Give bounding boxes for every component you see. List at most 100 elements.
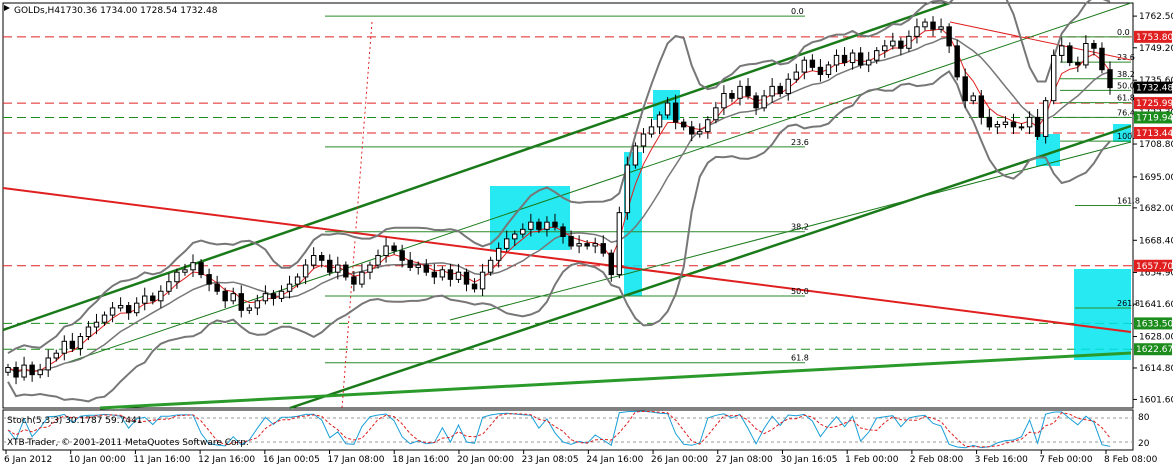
- candle[interactable]: [890, 32, 896, 50]
- candle[interactable]: [705, 116, 711, 139]
- candle[interactable]: [294, 273, 301, 288]
- candle[interactable]: [367, 261, 373, 280]
- candle[interactable]: [479, 263, 486, 297]
- candle[interactable]: [552, 213, 558, 231]
- candle[interactable]: [632, 142, 639, 169]
- candle[interactable]: [278, 285, 285, 302]
- candle[interactable]: [77, 332, 84, 356]
- candle[interactable]: [375, 249, 381, 269]
- candle[interactable]: [53, 349, 59, 362]
- candle[interactable]: [101, 311, 108, 326]
- candle[interactable]: [648, 118, 655, 138]
- candle[interactable]: [938, 18, 944, 33]
- candle[interactable]: [898, 37, 904, 56]
- candle[interactable]: [809, 54, 816, 71]
- candle[interactable]: [512, 230, 518, 246]
- candle[interactable]: [133, 297, 140, 317]
- candle[interactable]: [793, 63, 800, 83]
- candle[interactable]: [801, 56, 808, 80]
- candle[interactable]: [528, 213, 534, 237]
- candle[interactable]: [954, 39, 960, 81]
- candle[interactable]: [672, 94, 679, 130]
- candle[interactable]: [689, 120, 695, 142]
- candle[interactable]: [560, 223, 566, 244]
- candle[interactable]: [1067, 42, 1073, 67]
- candle[interactable]: [85, 321, 92, 341]
- candle[interactable]: [624, 156, 631, 220]
- candle[interactable]: [399, 244, 405, 268]
- candle[interactable]: [1050, 49, 1057, 105]
- candle[interactable]: [520, 223, 526, 238]
- candle[interactable]: [1059, 37, 1065, 63]
- candle[interactable]: [407, 251, 413, 272]
- candle[interactable]: [254, 294, 261, 316]
- candle[interactable]: [125, 301, 132, 320]
- candle[interactable]: [142, 287, 148, 311]
- candle[interactable]: [198, 259, 204, 279]
- candle[interactable]: [423, 259, 429, 276]
- candle[interactable]: [13, 361, 19, 385]
- candle[interactable]: [874, 47, 880, 64]
- candle[interactable]: [222, 287, 228, 308]
- candle[interactable]: [37, 363, 43, 379]
- candle[interactable]: [713, 101, 719, 124]
- candle[interactable]: [737, 80, 743, 106]
- candle[interactable]: [93, 313, 100, 335]
- candle[interactable]: [849, 49, 856, 70]
- candle[interactable]: [1034, 109, 1041, 140]
- candle[interactable]: [841, 47, 848, 67]
- candle[interactable]: [1018, 123, 1025, 131]
- candle[interactable]: [206, 268, 212, 292]
- candle[interactable]: [1083, 35, 1089, 69]
- candle[interactable]: [914, 18, 920, 44]
- candle[interactable]: [214, 275, 220, 295]
- candle[interactable]: [359, 263, 365, 288]
- candle[interactable]: [166, 273, 172, 295]
- candle[interactable]: [1002, 116, 1009, 129]
- candle[interactable]: [431, 263, 438, 285]
- candle[interactable]: [857, 47, 864, 69]
- candle[interactable]: [246, 304, 253, 314]
- candle[interactable]: [962, 68, 968, 108]
- candle[interactable]: [190, 254, 196, 277]
- candle[interactable]: [536, 218, 542, 233]
- candle[interactable]: [327, 254, 333, 276]
- candle[interactable]: [576, 235, 582, 254]
- candle[interactable]: [1026, 111, 1033, 135]
- candle[interactable]: [568, 230, 574, 250]
- candle[interactable]: [777, 82, 783, 98]
- candle[interactable]: [544, 216, 550, 237]
- candle[interactable]: [45, 349, 51, 378]
- candle[interactable]: [1107, 61, 1113, 95]
- candle[interactable]: [343, 261, 349, 281]
- candle[interactable]: [986, 109, 993, 131]
- candle[interactable]: [1075, 56, 1081, 73]
- candle[interactable]: [158, 285, 164, 308]
- candle[interactable]: [1091, 39, 1097, 56]
- candle[interactable]: [504, 230, 510, 252]
- candle[interactable]: [182, 263, 188, 276]
- candle[interactable]: [761, 89, 767, 112]
- candle[interactable]: [833, 49, 840, 73]
- candle[interactable]: [600, 235, 606, 257]
- candle[interactable]: [318, 251, 325, 268]
- candle[interactable]: [978, 89, 985, 125]
- candle[interactable]: [21, 356, 27, 381]
- candle[interactable]: [383, 237, 389, 263]
- candle[interactable]: [415, 261, 421, 275]
- candle[interactable]: [174, 268, 180, 289]
- candle[interactable]: [1010, 113, 1017, 135]
- candle[interactable]: [463, 268, 470, 292]
- candle[interactable]: [930, 16, 936, 37]
- candle[interactable]: [922, 18, 928, 31]
- candle[interactable]: [721, 85, 727, 115]
- candle[interactable]: [262, 285, 269, 305]
- candle[interactable]: [109, 301, 116, 323]
- candles-layer[interactable]: [5, 16, 1113, 385]
- candle[interactable]: [656, 111, 663, 135]
- candle[interactable]: [335, 256, 341, 280]
- candle[interactable]: [592, 237, 598, 254]
- candle[interactable]: [817, 58, 824, 82]
- candle[interactable]: [495, 242, 502, 268]
